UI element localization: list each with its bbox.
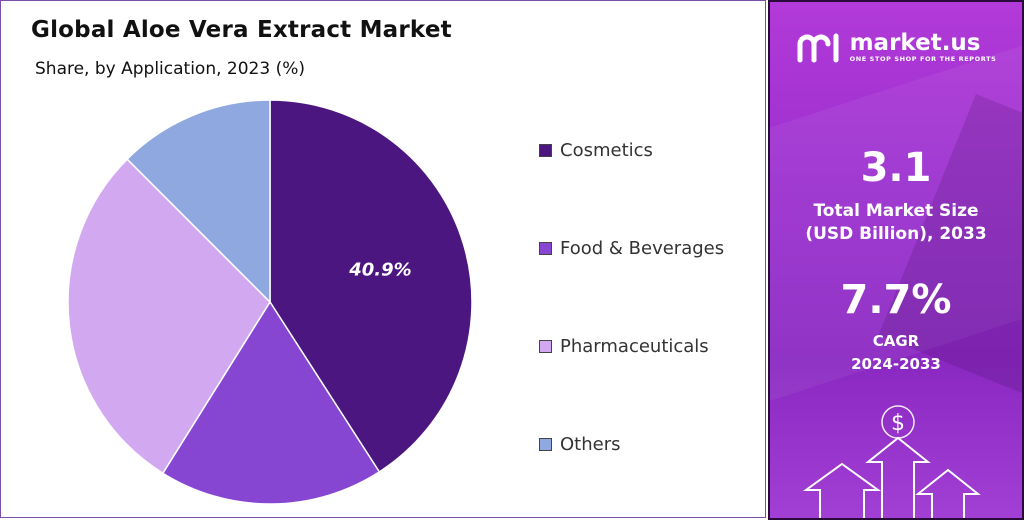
market-size-label-line2: (USD Billion), 2033 — [805, 224, 987, 244]
cagr-label-line2: 2024-2033 — [851, 355, 941, 373]
legend-label: Cosmetics — [560, 140, 653, 161]
arrow-up-left-icon — [802, 462, 882, 518]
pie-chart: 40.9% — [67, 99, 473, 505]
market-size-label-line1: Total Market Size — [813, 201, 979, 221]
legend-item: Cosmetics — [539, 140, 653, 161]
legend-swatch — [539, 340, 552, 353]
legend-label: Food & Beverages — [560, 238, 725, 259]
legend-item: Pharmaceuticals — [539, 336, 709, 357]
cagr-value: 7.7% — [840, 277, 952, 323]
market-size-stat: 3.1 Total Market Size (USD Billion), 203… — [770, 146, 1022, 246]
legend-swatch — [539, 438, 552, 451]
chart-title: Global Aloe Vera Extract Market — [31, 17, 452, 43]
dollar-icon: $ — [891, 411, 905, 436]
market-us-logo-icon — [797, 33, 839, 63]
legend-swatch — [539, 144, 552, 157]
legend-label: Pharmaceuticals — [560, 336, 709, 357]
brand-name: market.us — [849, 30, 981, 56]
chart-panel: Global Aloe Vera Extract Market Share, b… — [0, 0, 766, 518]
pie-slice-pharmaceuticals — [67, 158, 271, 475]
market-size-value: 3.1 — [860, 145, 932, 191]
arrow-up-center-icon — [865, 436, 931, 518]
brand-tagline: ONE STOP SHOP FOR THE REPORTS — [849, 55, 997, 63]
legend-swatch — [539, 242, 552, 255]
pie-value-label: 40.9% — [348, 260, 411, 281]
pie-slice-others — [126, 99, 271, 304]
pie-slice-food-beverages — [161, 300, 381, 505]
legend-label: Others — [560, 434, 621, 455]
pie-slice-cosmetics — [269, 99, 473, 473]
brand-block: market.us ONE STOP SHOP FOR THE REPORTS — [770, 30, 1022, 64]
arrow-up-right-icon — [915, 468, 981, 518]
summary-panel: market.us ONE STOP SHOP FOR THE REPORTS … — [768, 0, 1024, 520]
cagr-label-line1: CAGR — [872, 332, 920, 350]
chart-subtitle: Share, by Application, 2023 (%) — [35, 59, 305, 79]
cagr-stat: 7.7% CAGR 2024-2033 — [770, 278, 1022, 376]
growth-arrows-icon: $ — [802, 405, 981, 518]
legend-item: Others — [539, 434, 621, 455]
legend-item: Food & Beverages — [539, 238, 724, 259]
